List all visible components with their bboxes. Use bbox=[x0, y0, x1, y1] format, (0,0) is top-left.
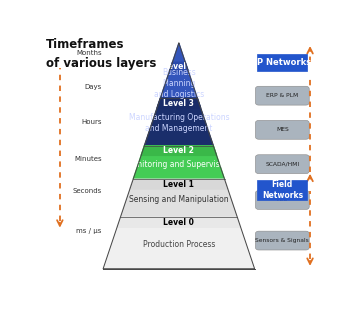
Text: IP Networks: IP Networks bbox=[254, 58, 311, 67]
Text: Business
Planning
and Logistics: Business Planning and Logistics bbox=[154, 69, 204, 99]
Polygon shape bbox=[169, 62, 188, 71]
Polygon shape bbox=[161, 43, 197, 98]
FancyBboxPatch shape bbox=[257, 180, 307, 200]
Text: Level 3: Level 3 bbox=[163, 99, 194, 108]
Text: Seconds: Seconds bbox=[73, 188, 102, 194]
Text: Minutes: Minutes bbox=[74, 156, 102, 162]
FancyBboxPatch shape bbox=[255, 86, 309, 105]
FancyBboxPatch shape bbox=[255, 191, 309, 210]
Text: Monitoring and Supervision: Monitoring and Supervision bbox=[126, 160, 232, 169]
Text: Days: Days bbox=[84, 84, 102, 90]
Text: Sensors & Signals: Sensors & Signals bbox=[255, 238, 309, 243]
FancyBboxPatch shape bbox=[255, 155, 309, 174]
Text: Production Process: Production Process bbox=[143, 240, 215, 249]
Text: ms / μs: ms / μs bbox=[76, 228, 102, 233]
Text: Level 4: Level 4 bbox=[163, 62, 194, 71]
Polygon shape bbox=[103, 217, 255, 269]
Polygon shape bbox=[157, 99, 201, 108]
Text: Manufacturing Operations
and Management: Manufacturing Operations and Management bbox=[128, 113, 229, 133]
Text: of various layers: of various layers bbox=[46, 57, 157, 70]
Text: Level 2: Level 2 bbox=[163, 146, 194, 155]
Polygon shape bbox=[117, 218, 241, 227]
Text: MES: MES bbox=[276, 127, 289, 132]
Text: Timeframes: Timeframes bbox=[46, 38, 125, 51]
FancyBboxPatch shape bbox=[257, 54, 307, 71]
Polygon shape bbox=[120, 179, 237, 217]
Text: Hours: Hours bbox=[81, 119, 102, 125]
Text: PLC: PLC bbox=[277, 197, 288, 202]
Polygon shape bbox=[133, 146, 224, 179]
Polygon shape bbox=[130, 180, 228, 189]
Polygon shape bbox=[144, 98, 213, 146]
FancyBboxPatch shape bbox=[255, 231, 309, 250]
FancyBboxPatch shape bbox=[255, 120, 309, 139]
Text: SCADA/HMI: SCADA/HMI bbox=[265, 162, 299, 167]
Text: Sensing and Manipulation: Sensing and Manipulation bbox=[129, 195, 229, 204]
Text: Months: Months bbox=[76, 50, 102, 56]
Text: Level 1: Level 1 bbox=[163, 180, 194, 189]
Text: ERP & PLM: ERP & PLM bbox=[266, 93, 298, 98]
Text: Field
Networks: Field Networks bbox=[262, 180, 303, 200]
Text: Level 0: Level 0 bbox=[163, 218, 194, 227]
Polygon shape bbox=[141, 146, 216, 155]
